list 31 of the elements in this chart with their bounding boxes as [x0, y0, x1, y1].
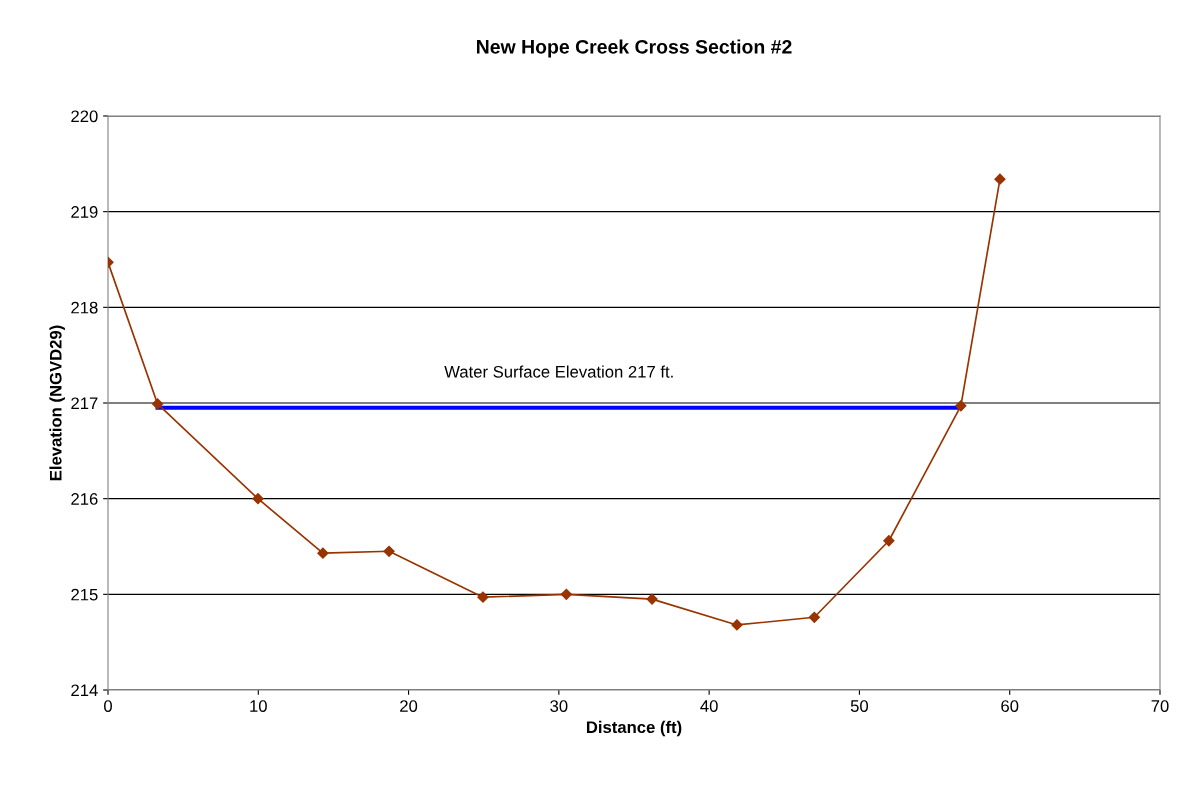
y-tick-label: 219	[71, 206, 98, 218]
x-tick-label: 50	[850, 700, 869, 712]
point	[477, 591, 489, 603]
x-tick-label: 0	[104, 700, 112, 712]
point	[731, 619, 743, 631]
y-tick-label: 218	[71, 301, 98, 314]
series-label: Water Surface Elevation 217 ft.	[444, 365, 673, 378]
x-tick-label: 20	[400, 700, 418, 712]
point	[994, 173, 1006, 185]
point	[151, 398, 164, 410]
y-tick-label: 217	[71, 397, 98, 410]
y-tick-label: 220	[71, 110, 98, 123]
point	[317, 547, 329, 559]
x-tick-label: 10	[250, 700, 267, 712]
point	[383, 545, 395, 557]
y-tick-label: 216	[71, 493, 98, 505]
x-tick-label: 70	[1151, 700, 1169, 712]
x-tick-label: 60	[1001, 700, 1019, 712]
x-tick-label: 30	[550, 700, 568, 712]
point	[560, 588, 572, 600]
point	[955, 400, 967, 412]
y-axis-title: Elevation (NGVD29)	[49, 325, 65, 481]
x-axis-title: Distance (ft)	[586, 720, 682, 737]
point	[646, 593, 658, 605]
chart-title: New Hope Creek Cross Section #2	[477, 39, 792, 58]
point	[883, 535, 895, 547]
point	[252, 493, 264, 505]
x-tick-label: 40	[700, 700, 718, 712]
point	[808, 611, 820, 623]
y-tick-label: 215	[71, 588, 98, 601]
y-tick-label: 214	[71, 684, 98, 697]
